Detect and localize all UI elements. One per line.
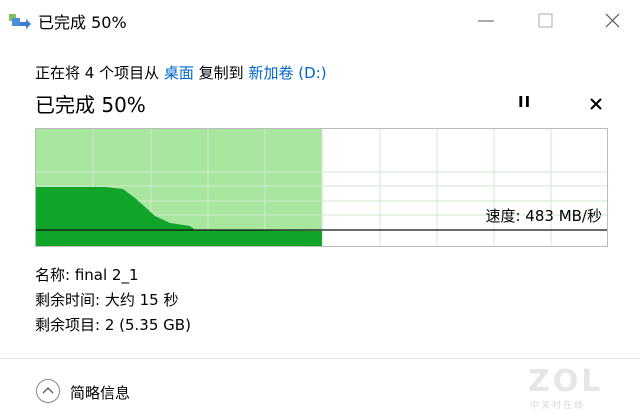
toggle-label[interactable]: 简略信息: [70, 384, 131, 402]
close-button[interactable]: [605, 13, 620, 28]
destination-link[interactable]: 新加卷 (D:): [248, 64, 327, 82]
speed-graph: [35, 128, 608, 247]
watermark-logo: ZOL: [528, 364, 604, 399]
items-remaining: 剩余项目: 2 (5.35 GB): [35, 316, 191, 334]
window-controls: [478, 13, 620, 28]
progress-heading: 已完成 50%: [35, 93, 146, 117]
item-name: 名称: final 2_1: [35, 266, 139, 284]
source-link[interactable]: 桌面: [163, 64, 194, 82]
watermark-caption: 中关村在线: [530, 401, 586, 411]
description-middle: 复制到: [198, 64, 244, 82]
description: 正在将 4 个项目从 桌面 复制到 新加卷 (D:): [35, 62, 327, 83]
description-prefix: 正在将 4 个项目从: [35, 64, 160, 82]
speed-label: 速度: 483 MB/秒: [485, 207, 602, 225]
window-title: 已完成 50%: [38, 13, 127, 32]
pause-button[interactable]: II: [518, 93, 532, 111]
time-remaining: 剩余时间: 大约 15 秒: [35, 291, 179, 309]
window-icon: [9, 14, 31, 29]
toggle-icon[interactable]: [35, 378, 61, 404]
maximize-button[interactable]: [538, 13, 553, 28]
cancel-button[interactable]: [588, 96, 604, 112]
separator: [0, 358, 640, 359]
